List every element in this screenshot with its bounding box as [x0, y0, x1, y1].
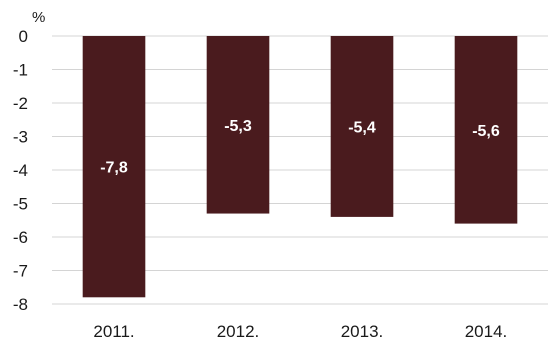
bar	[330, 36, 394, 217]
x-tick-label: 2014.	[465, 322, 508, 341]
bar	[82, 36, 146, 298]
y-tick-label: -3	[13, 128, 28, 147]
x-tick-label: 2013.	[341, 322, 384, 341]
y-tick-label: -8	[13, 295, 28, 314]
y-tick-label: -4	[13, 161, 28, 180]
data-label: -7,8	[100, 160, 128, 177]
bar	[454, 36, 518, 224]
bars	[82, 36, 518, 298]
x-axis-ticks: 2011. 2012. 2013. 2014.	[93, 322, 507, 341]
data-labels: -7,8 -5,3 -5,4 -5,6	[100, 118, 500, 177]
y-unit-label: %	[32, 9, 45, 26]
data-label: -5,3	[224, 118, 252, 135]
y-tick-label: -6	[13, 228, 28, 247]
data-label: -5,4	[348, 119, 376, 136]
y-tick-label: 0	[19, 27, 28, 46]
bar	[206, 36, 270, 214]
y-tick-label: -1	[13, 61, 28, 80]
y-tick-label: -7	[13, 262, 28, 281]
y-tick-label: -5	[13, 195, 28, 214]
x-tick-label: 2012.	[217, 322, 260, 341]
y-tick-label: -2	[13, 94, 28, 113]
x-tick-label: 2011.	[93, 322, 134, 341]
y-axis-ticks: 0 -1 -2 -3 -4 -5 -6 -7 -8	[13, 27, 28, 314]
data-label: -5,6	[472, 123, 500, 140]
